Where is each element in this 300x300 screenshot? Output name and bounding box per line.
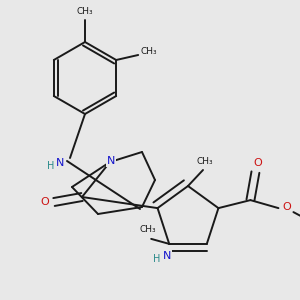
Text: CH₃: CH₃ xyxy=(77,8,93,16)
Text: H: H xyxy=(47,161,55,171)
Text: N: N xyxy=(163,251,171,261)
Text: CH₃: CH₃ xyxy=(141,46,158,56)
Text: O: O xyxy=(282,202,291,212)
Text: O: O xyxy=(40,197,50,207)
Text: CH₃: CH₃ xyxy=(197,158,213,166)
Text: N: N xyxy=(56,158,64,168)
Text: CH₃: CH₃ xyxy=(140,225,157,234)
Text: O: O xyxy=(253,158,262,168)
Text: N: N xyxy=(107,156,115,166)
Text: H: H xyxy=(152,254,160,264)
